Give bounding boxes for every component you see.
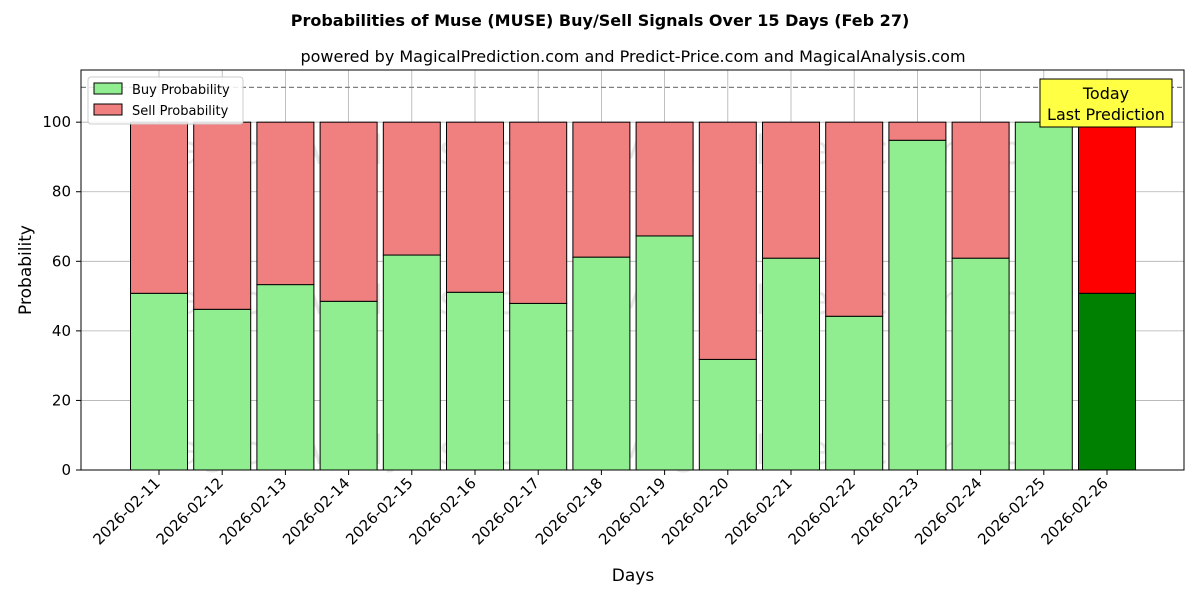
x-tick-label: 2026-02-19 bbox=[595, 474, 669, 548]
bar-buy bbox=[698, 358, 757, 471]
bar-buy bbox=[446, 291, 504, 471]
bar-buy bbox=[888, 139, 947, 471]
x-tick-label: 2026-02-18 bbox=[532, 474, 606, 548]
x-tick-label: 2026-02-13 bbox=[216, 474, 290, 548]
x-tick-label: 2026-02-24 bbox=[911, 474, 985, 548]
y-tick-label: 80 bbox=[52, 183, 71, 201]
legend-swatch-buy bbox=[93, 82, 123, 95]
legend: Buy Probability Sell Probability bbox=[87, 76, 244, 125]
plot-frame bbox=[80, 69, 1185, 471]
bar-buy bbox=[572, 256, 631, 471]
x-tick-label: 2026-02-11 bbox=[89, 474, 163, 548]
bar-sell bbox=[635, 121, 694, 237]
x-tick-label: 2026-02-26 bbox=[1037, 474, 1111, 548]
bar-buy bbox=[635, 235, 694, 471]
x-tick-label: 2026-02-12 bbox=[153, 474, 227, 548]
bar-buy bbox=[1078, 292, 1136, 471]
x-tick-label: 2026-02-15 bbox=[342, 474, 416, 548]
bar-buy bbox=[382, 254, 441, 471]
bar-buy bbox=[825, 315, 884, 471]
y-axis-label: Probability bbox=[16, 225, 36, 315]
bar-buy bbox=[951, 257, 1010, 471]
bar-buy bbox=[130, 292, 188, 471]
legend-label-buy: Buy Probability bbox=[132, 83, 230, 98]
bar-sell bbox=[319, 121, 378, 302]
y-tick-label: 40 bbox=[52, 322, 71, 340]
legend-box bbox=[87, 76, 244, 125]
bar-buy bbox=[193, 308, 252, 471]
x-tick-label: 2026-02-25 bbox=[974, 474, 1048, 548]
x-tick-label: 2026-02-16 bbox=[405, 474, 479, 548]
bar-sell bbox=[130, 121, 188, 294]
y-tick-label: 60 bbox=[52, 252, 71, 270]
bar-sell bbox=[509, 121, 568, 304]
today-annotation-line2: Last Prediction bbox=[1047, 105, 1165, 124]
bar-buy bbox=[762, 257, 820, 471]
bar-sell bbox=[446, 121, 504, 293]
x-tick-label: 2026-02-14 bbox=[279, 474, 353, 548]
bar-buy bbox=[1014, 121, 1073, 471]
bars bbox=[130, 121, 1136, 471]
chart-subtitle: powered by MagicalPrediction.com and Pre… bbox=[300, 47, 965, 66]
bar-sell bbox=[382, 121, 441, 256]
y-tick-label: 20 bbox=[52, 391, 71, 409]
bar-buy bbox=[319, 300, 378, 471]
today-annotation: Today Last Prediction bbox=[1039, 78, 1173, 128]
bar-sell bbox=[762, 121, 820, 259]
today-annotation-box bbox=[1039, 78, 1173, 128]
bar-sell bbox=[572, 121, 631, 258]
bar-buy bbox=[509, 302, 568, 471]
bar-sell bbox=[698, 121, 757, 360]
bar-sell bbox=[256, 121, 315, 286]
x-tick-label: 2026-02-17 bbox=[469, 474, 543, 548]
legend-swatch-sell bbox=[93, 103, 123, 116]
x-tick-label: 2026-02-21 bbox=[721, 474, 795, 548]
y-axis-ticks: 0 20 40 60 80 100 bbox=[42, 113, 81, 479]
x-tick-label: 2026-02-20 bbox=[658, 474, 732, 548]
bar-sell bbox=[1078, 121, 1136, 294]
bar-sell bbox=[951, 121, 1010, 259]
y-tick-label: 0 bbox=[61, 461, 71, 479]
legend-label-sell: Sell Probability bbox=[132, 104, 229, 119]
bar-sell bbox=[825, 121, 884, 317]
x-tick-label: 2026-02-23 bbox=[848, 474, 922, 548]
x-axis-label: Days bbox=[612, 566, 655, 586]
y-tick-label: 100 bbox=[42, 113, 71, 131]
today-annotation-line1: Today bbox=[1082, 84, 1129, 103]
x-tick-label: 2026-02-22 bbox=[785, 474, 859, 548]
bar-sell bbox=[193, 121, 252, 310]
bar-sell bbox=[888, 121, 947, 141]
x-axis-ticks: 2026-02-112026-02-122026-02-132026-02-14… bbox=[89, 470, 1112, 548]
chart-title: Probabilities of Muse (MUSE) Buy/Sell Si… bbox=[291, 11, 910, 30]
bar-buy bbox=[256, 284, 315, 471]
